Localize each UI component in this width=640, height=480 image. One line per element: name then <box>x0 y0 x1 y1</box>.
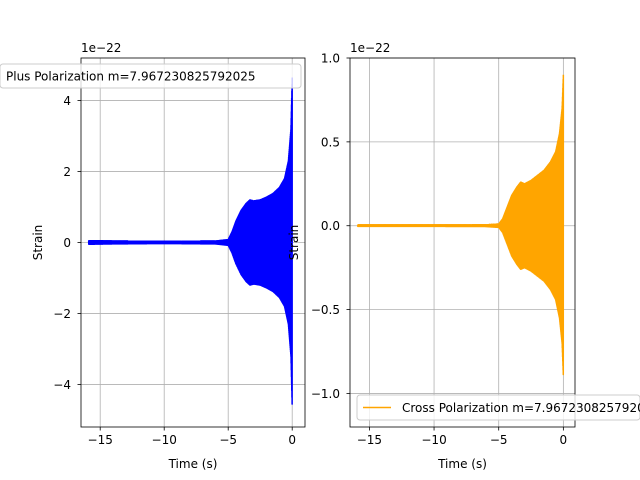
axis-offset-text: 1e−22 <box>81 41 121 55</box>
x-tick-label: 0 <box>560 433 568 447</box>
y-tick-label: 0 <box>63 236 71 250</box>
y-axis-label: Strain <box>287 225 301 261</box>
series-line <box>357 74 565 376</box>
legend-label: Plus Polarization m=7.967230825792025 <box>6 70 256 84</box>
y-axis-label: Strain <box>31 225 45 261</box>
y-tick-label: −4 <box>53 378 71 392</box>
y-tick-label: 0.5 <box>321 135 340 149</box>
x-tick-label: −5 <box>490 433 508 447</box>
x-axis-label: Time (s) <box>437 457 487 471</box>
series-line <box>87 77 293 405</box>
legend-box <box>356 394 640 421</box>
x-tick-label: −15 <box>357 433 382 447</box>
legend-label: Cross Polarization m=7.967230825792025 <box>402 401 640 415</box>
x-tick-label: −10 <box>152 433 177 447</box>
y-tick-label: −1.0 <box>311 387 340 401</box>
legend-box <box>0 63 302 89</box>
axis-offset-text: 1e−22 <box>350 41 390 55</box>
y-tick-label: 1.0 <box>321 52 340 66</box>
y-tick-label: −2 <box>53 307 71 321</box>
y-tick-label: −0.5 <box>311 303 340 317</box>
axes-frame <box>349 57 576 428</box>
x-tick-label: −5 <box>219 433 237 447</box>
x-tick-label: −10 <box>421 433 446 447</box>
x-tick-label: −15 <box>88 433 113 447</box>
chart-panel-1: −15 −10 −5 0 −4 −2 0 2 4 1e−22 Time (s) Strain Plus … <box>0 41 306 471</box>
y-tick-label: 2 <box>63 165 71 179</box>
chart-panel-2: −15 −10 −5 0 −1.0 −0.5 0.0 0.5 1.0 1e−22 Time (s) S… <box>287 41 640 471</box>
y-tick-label: 4 <box>63 94 71 108</box>
x-axis-label: Time (s) <box>168 457 218 471</box>
x-tick-label: 0 <box>288 433 296 447</box>
legend: Cross Polarization m=7.967230825792025 <box>356 394 640 421</box>
y-tick-label: 0.0 <box>321 219 340 233</box>
legend: Plus Polarization m=7.967230825792025 <box>0 63 302 89</box>
